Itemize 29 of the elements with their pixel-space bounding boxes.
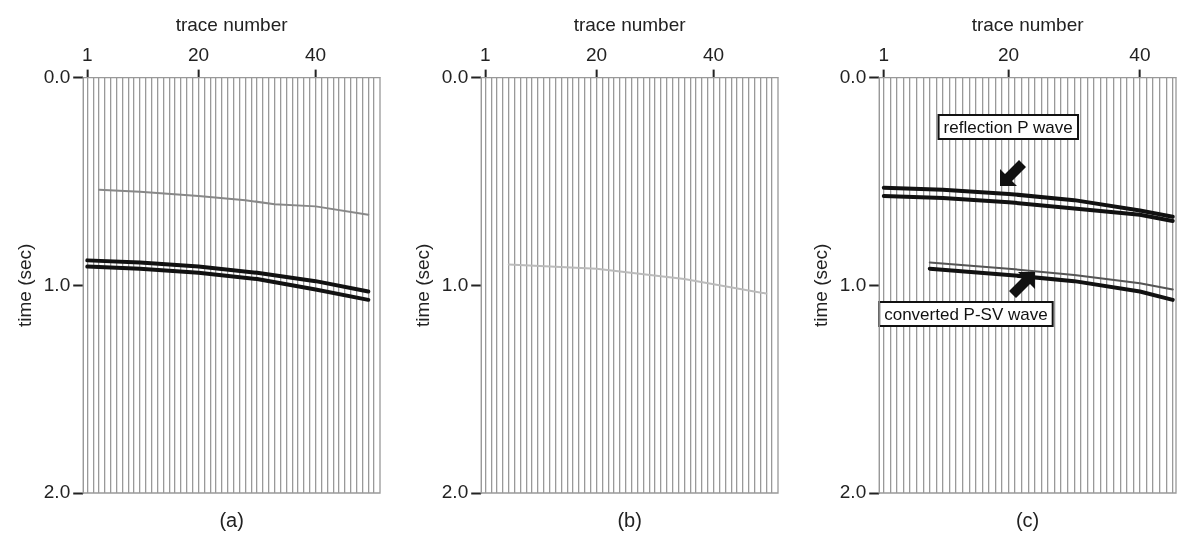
x-tick-label: 1 [878,44,890,66]
y-tick-label: 1.0 [43,273,71,295]
x-axis-title: trace number [175,13,289,35]
text: (a) [219,508,244,531]
x-tick-label: 1 [480,44,491,66]
y-tick-label: 2.0 [839,481,867,503]
x-tick-label: 1 [82,44,93,66]
text: (b) [617,508,642,531]
x-axis-title: trace number [971,13,1085,35]
y-tick-label: 0.0 [43,65,71,87]
y-tick-label: 1.0 [839,273,867,295]
text: (c) [1015,508,1040,531]
annotation: reflection P wave [943,117,1073,137]
x-tick-label: 40 [1129,44,1151,66]
x-tick-label: 40 [305,44,327,66]
x-axis-title: trace number [573,13,687,35]
x-tick-label: 20 [997,44,1020,66]
y-tick-label: 2.0 [43,481,71,503]
y-tick-label: 1.0 [441,273,469,295]
y-axis-title: time (sec) [809,243,831,327]
x-tick-label: 20 [585,44,608,66]
y-tick-label: 0.0 [839,65,867,87]
y-tick-label: 0.0 [441,65,469,87]
y-axis-title: time (sec) [13,243,35,327]
y-axis-title: time (sec) [411,243,433,327]
x-tick-label: 20 [187,44,210,66]
y-tick-label: 2.0 [441,481,469,503]
annotation: converted P-SV wave [884,304,1048,324]
x-tick-label: 40 [703,44,725,66]
